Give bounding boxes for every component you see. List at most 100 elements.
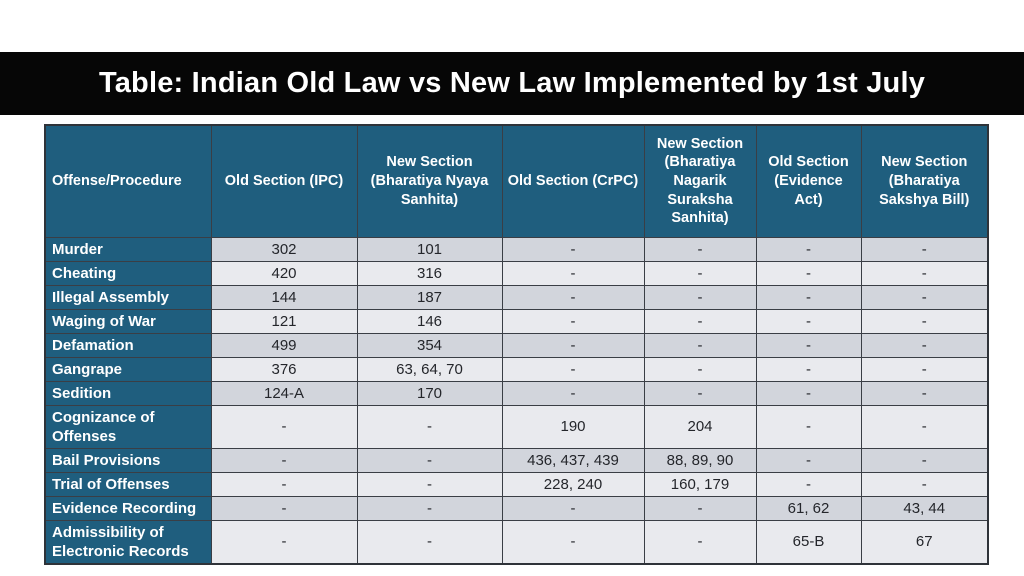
- table-cell: -: [356, 495, 503, 521]
- table-cell: -: [860, 356, 989, 382]
- table-cell: 228, 240: [501, 471, 645, 497]
- table-cell: -: [755, 332, 862, 358]
- table-cell: -: [860, 447, 989, 473]
- table-cell: 302: [210, 236, 358, 262]
- table-cell: -: [860, 236, 989, 262]
- table-cell: -: [860, 284, 989, 310]
- table-cell: 146: [356, 308, 503, 334]
- table-cell: -: [501, 332, 645, 358]
- table-cell: -: [643, 332, 757, 358]
- table-row: Waging of War 121 146- - - -: [44, 308, 989, 334]
- row-label: Gangrape: [44, 356, 212, 382]
- table-cell: -: [643, 284, 757, 310]
- table-cell: -: [501, 519, 645, 564]
- table-header: Offense/Procedure Old Section (IPC) New Se…: [44, 124, 989, 238]
- row-label: Cheating: [44, 260, 212, 286]
- table-cell: -: [860, 471, 989, 497]
- row-label: Illegal Assembly: [44, 284, 212, 310]
- table-cell: 43, 44: [860, 495, 989, 521]
- table-cell: 420: [210, 260, 358, 286]
- table-cell: 65-B: [755, 519, 862, 564]
- table-cell: -: [501, 236, 645, 262]
- table-cell: -: [501, 356, 645, 382]
- table-cell: -: [643, 519, 757, 564]
- table-cell: -: [643, 495, 757, 521]
- table-cell: -: [356, 404, 503, 449]
- table-cell: -: [755, 404, 862, 449]
- table-cell: -: [755, 236, 862, 262]
- table-cell: -: [210, 404, 358, 449]
- title-band: Table: Indian Old Law vs New Law Impleme…: [0, 52, 1024, 115]
- table-cell: 101: [356, 236, 503, 262]
- table-cell: -: [643, 356, 757, 382]
- table-cell: -: [755, 447, 862, 473]
- table-cell: -: [643, 236, 757, 262]
- table-cell: -: [501, 260, 645, 286]
- table-cell: -: [643, 308, 757, 334]
- table-cell: -: [210, 519, 358, 564]
- table-row: Cognizance of Offenses - -190 204- -: [44, 404, 989, 449]
- table-cell: -: [860, 308, 989, 334]
- column-header: New Section (Bharatiya Nagarik Suraksha …: [643, 124, 757, 238]
- table-row: Evidence Recording - - - -61, 62 43, 44: [44, 495, 989, 521]
- table-cell: 376: [210, 356, 358, 382]
- column-header: Old Section (CrPC): [501, 124, 645, 238]
- column-header: Offense/Procedure: [44, 124, 212, 238]
- table-cell: 67: [860, 519, 989, 564]
- table-cell: 144: [210, 284, 358, 310]
- table-cell: 63, 64, 70: [356, 356, 503, 382]
- table-cell: 61, 62: [755, 495, 862, 521]
- table-row: Defamation 499 354- - - -: [44, 332, 989, 358]
- table-cell: -: [210, 447, 358, 473]
- table-cell: 88, 89, 90: [643, 447, 757, 473]
- law-comparison-table: Offense/Procedure Old Section (IPC) New Se…: [44, 124, 989, 565]
- table-row: Bail Provisions - -436, 437, 439 88, 89, 90…: [44, 447, 989, 473]
- table-cell: -: [860, 332, 989, 358]
- column-header: New Section (Bharatiya Nyaya Sanhita): [356, 124, 503, 238]
- table-cell: -: [356, 447, 503, 473]
- table-row: Trial of Offenses - -228, 240 160, 179- -: [44, 471, 989, 497]
- table-cell: -: [210, 495, 358, 521]
- table-cell: -: [860, 380, 989, 406]
- table-row: Illegal Assembly 144 187- - - -: [44, 284, 989, 310]
- table-container: Offense/Procedure Old Section (IPC) New Se…: [44, 124, 989, 565]
- table-cell: 204: [643, 404, 757, 449]
- table-row: Cheating 420 316- - - -: [44, 260, 989, 286]
- row-label: Admissibility of Electronic Records: [44, 519, 212, 564]
- table-row: Admissibility of Electronic Records - - - -6…: [44, 519, 989, 564]
- table-cell: -: [755, 284, 862, 310]
- table-cell: 354: [356, 332, 503, 358]
- table-cell: 121: [210, 308, 358, 334]
- table-body: Murder 302 101- - - - Cheating 420 316- - - - Illega…: [44, 236, 989, 564]
- row-label: Bail Provisions: [44, 447, 212, 473]
- column-header: New Section (Bharatiya Sakshya Bill): [860, 124, 989, 238]
- table-cell: -: [501, 284, 645, 310]
- row-label: Defamation: [44, 332, 212, 358]
- table-cell: 170: [356, 380, 503, 406]
- table-cell: -: [210, 471, 358, 497]
- table-cell: -: [755, 356, 862, 382]
- table-cell: 190: [501, 404, 645, 449]
- table-cell: 436, 437, 439: [501, 447, 645, 473]
- table-cell: 316: [356, 260, 503, 286]
- table-cell: -: [356, 519, 503, 564]
- row-label: Murder: [44, 236, 212, 262]
- column-header: Old Section (IPC): [210, 124, 358, 238]
- header-row: Offense/Procedure Old Section (IPC) New Se…: [44, 124, 989, 238]
- table-cell: -: [501, 495, 645, 521]
- table-cell: -: [860, 260, 989, 286]
- table-row: Murder 302 101- - - -: [44, 236, 989, 262]
- table-row: Gangrape 376 63, 64, 70- - - -: [44, 356, 989, 382]
- table-cell: -: [755, 471, 862, 497]
- table-cell: -: [643, 380, 757, 406]
- slide-title: Table: Indian Old Law vs New Law Impleme…: [98, 67, 926, 99]
- table-cell: -: [356, 471, 503, 497]
- table-cell: -: [755, 308, 862, 334]
- table-cell: -: [501, 380, 645, 406]
- table-cell: -: [501, 308, 645, 334]
- table-cell: -: [643, 260, 757, 286]
- table-cell: 160, 179: [643, 471, 757, 497]
- row-label: Trial of Offenses: [44, 471, 212, 497]
- row-label: Evidence Recording: [44, 495, 212, 521]
- table-cell: -: [860, 404, 989, 449]
